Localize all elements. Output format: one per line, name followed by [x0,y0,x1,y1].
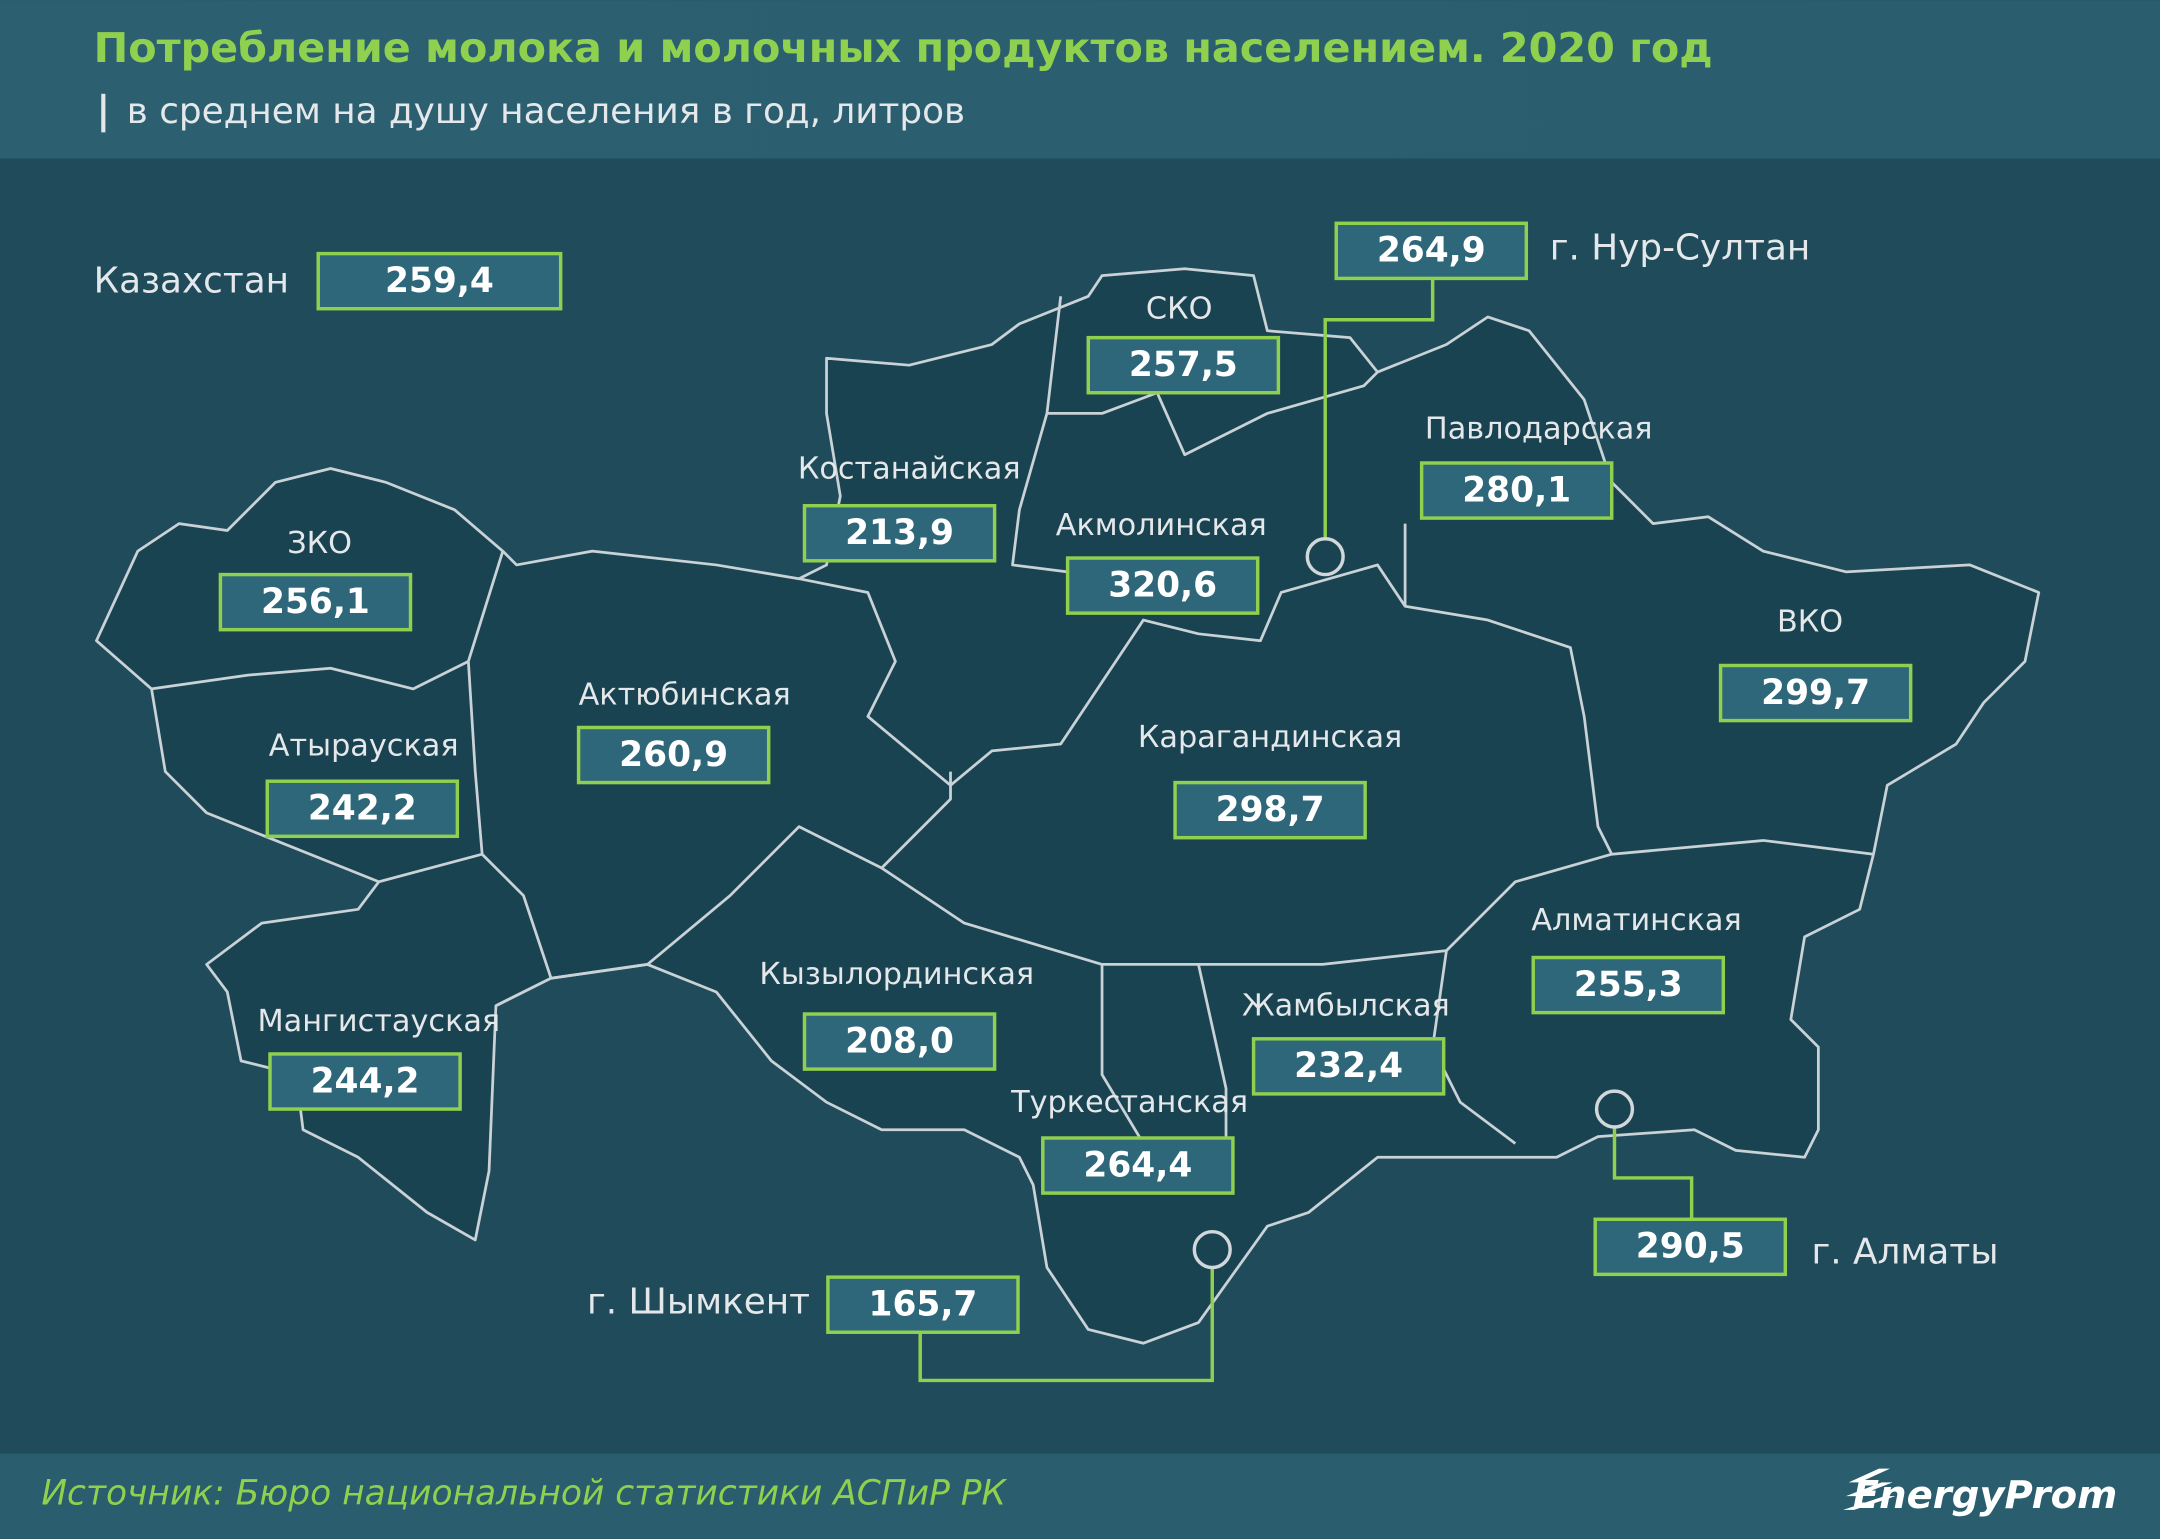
region-label: Карагандинская [1138,720,1402,755]
logo: EnergyProm [1843,1468,2117,1518]
value-box [1065,556,1260,615]
value-box [1251,1037,1446,1096]
value-box [802,1012,997,1071]
value-box [268,1052,462,1111]
value: 208,0 [845,1021,954,1061]
map [95,267,2041,1345]
logo-text: EnergyProm [1853,1473,2117,1518]
value: 255,3 [1574,965,1683,1005]
logo-icon [1843,1468,1896,1510]
labels: Казахстан 259,4 СКО 257,5 Павлодарская 280,1 К… [94,221,1998,1383]
value-box [1086,335,1281,395]
value-box [265,779,460,839]
country-outline [95,267,2041,1345]
value: 299,7 [1761,673,1870,713]
region-label: Мангистауская [257,1004,500,1039]
source: Источник: Бюро национальной статистики А… [41,1473,1007,1513]
value-box [1593,1217,1788,1277]
value-box [1531,955,1726,1015]
value-box [218,572,413,632]
region-label: Акмолинская [1056,508,1267,543]
value: 244,2 [311,1061,420,1101]
value-box [1718,663,1913,723]
value: 264,4 [1083,1145,1192,1185]
region-label: Алматинская [1531,903,1741,938]
value: 232,4 [1294,1046,1403,1086]
value: 298,7 [1216,790,1325,830]
value: 257,5 [1129,345,1238,385]
value-box [316,251,563,311]
subtitle: в среднем на душу населения в год, литро… [127,91,965,132]
value-box [1334,221,1529,281]
region-label: ВКО [1777,604,1843,639]
region-borders [151,296,1874,1158]
region-label: Атырауская [269,728,459,763]
city-marker [1192,1229,1232,1270]
value-box [1419,461,1614,520]
value: 280,1 [1462,470,1571,510]
region-label: Костанайская [798,451,1021,486]
value: 242,2 [308,789,417,829]
region-label: Кызылординская [759,957,1034,992]
value-box [1173,780,1367,840]
connector [918,1267,1214,1383]
value: 259,4 [385,261,494,301]
value: 290,5 [1636,1227,1745,1267]
value-box [802,503,997,563]
city-label: г. Шымкент [587,1281,810,1322]
region-label: Туркестанская [1010,1085,1248,1120]
region-label: Актюбинская [579,677,791,712]
connector [1612,1126,1694,1220]
value: 264,9 [1377,231,1486,271]
title: Потребление молока и молочных продуктов … [94,24,1713,72]
footer-band [0,1453,2160,1539]
region-label: Павлодарская [1425,411,1653,446]
city-marker [1594,1089,1635,1129]
value: 320,6 [1108,565,1217,605]
region-label: Казахстан [94,261,289,302]
region-label: Жамбылская [1242,989,1450,1024]
value: 165,7 [869,1285,978,1325]
value-box [826,1275,1020,1334]
connector [1323,278,1435,539]
value: 256,1 [261,582,370,622]
city-marker [1305,537,1345,577]
region-label: СКО [1146,292,1213,327]
value-box [1041,1136,1235,1195]
city-label: г. Алматы [1811,1232,1998,1273]
city-label: г. Нур-Султан [1550,227,1811,268]
value-box [576,725,771,785]
region-label: ЗКО [287,526,352,561]
header-band [0,0,2160,159]
value: 213,9 [845,513,954,553]
value: 260,9 [619,735,728,775]
